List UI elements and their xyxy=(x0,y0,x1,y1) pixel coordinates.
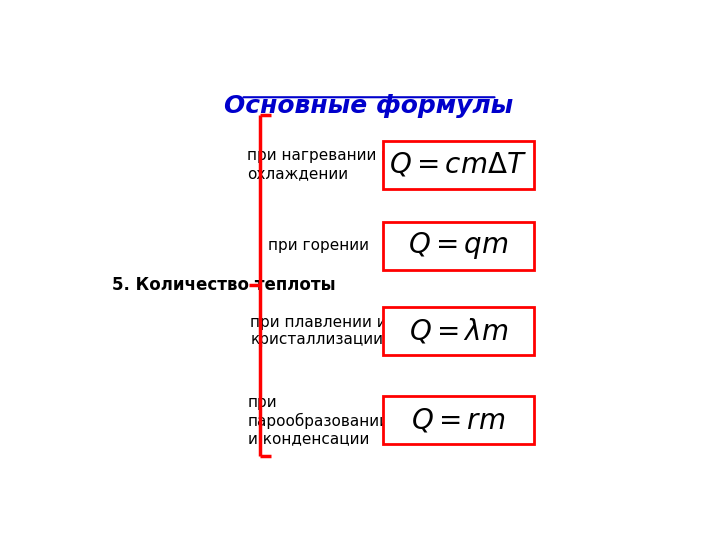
Text: 5. Количество теплоты: 5. Количество теплоты xyxy=(112,276,336,294)
Text: при горении: при горении xyxy=(269,238,369,253)
Text: при нагревании и
охлаждении: при нагревании и охлаждении xyxy=(247,148,391,181)
Text: $Q = cm\Delta T$: $Q = cm\Delta T$ xyxy=(390,151,527,179)
Text: $Q = qm$: $Q = qm$ xyxy=(408,230,508,261)
Text: при плавлении и
кристаллизации: при плавлении и кристаллизации xyxy=(251,315,387,347)
Text: $Q = rm$: $Q = rm$ xyxy=(411,406,505,434)
Text: $Q = \lambda m$: $Q = \lambda m$ xyxy=(408,316,508,346)
FancyBboxPatch shape xyxy=(383,396,534,444)
Text: Основные формулы: Основные формулы xyxy=(225,94,513,118)
FancyBboxPatch shape xyxy=(383,141,534,188)
FancyBboxPatch shape xyxy=(383,222,534,269)
FancyBboxPatch shape xyxy=(383,307,534,355)
Text: при
парообразовании
и конденсации: при парообразовании и конденсации xyxy=(248,395,390,446)
